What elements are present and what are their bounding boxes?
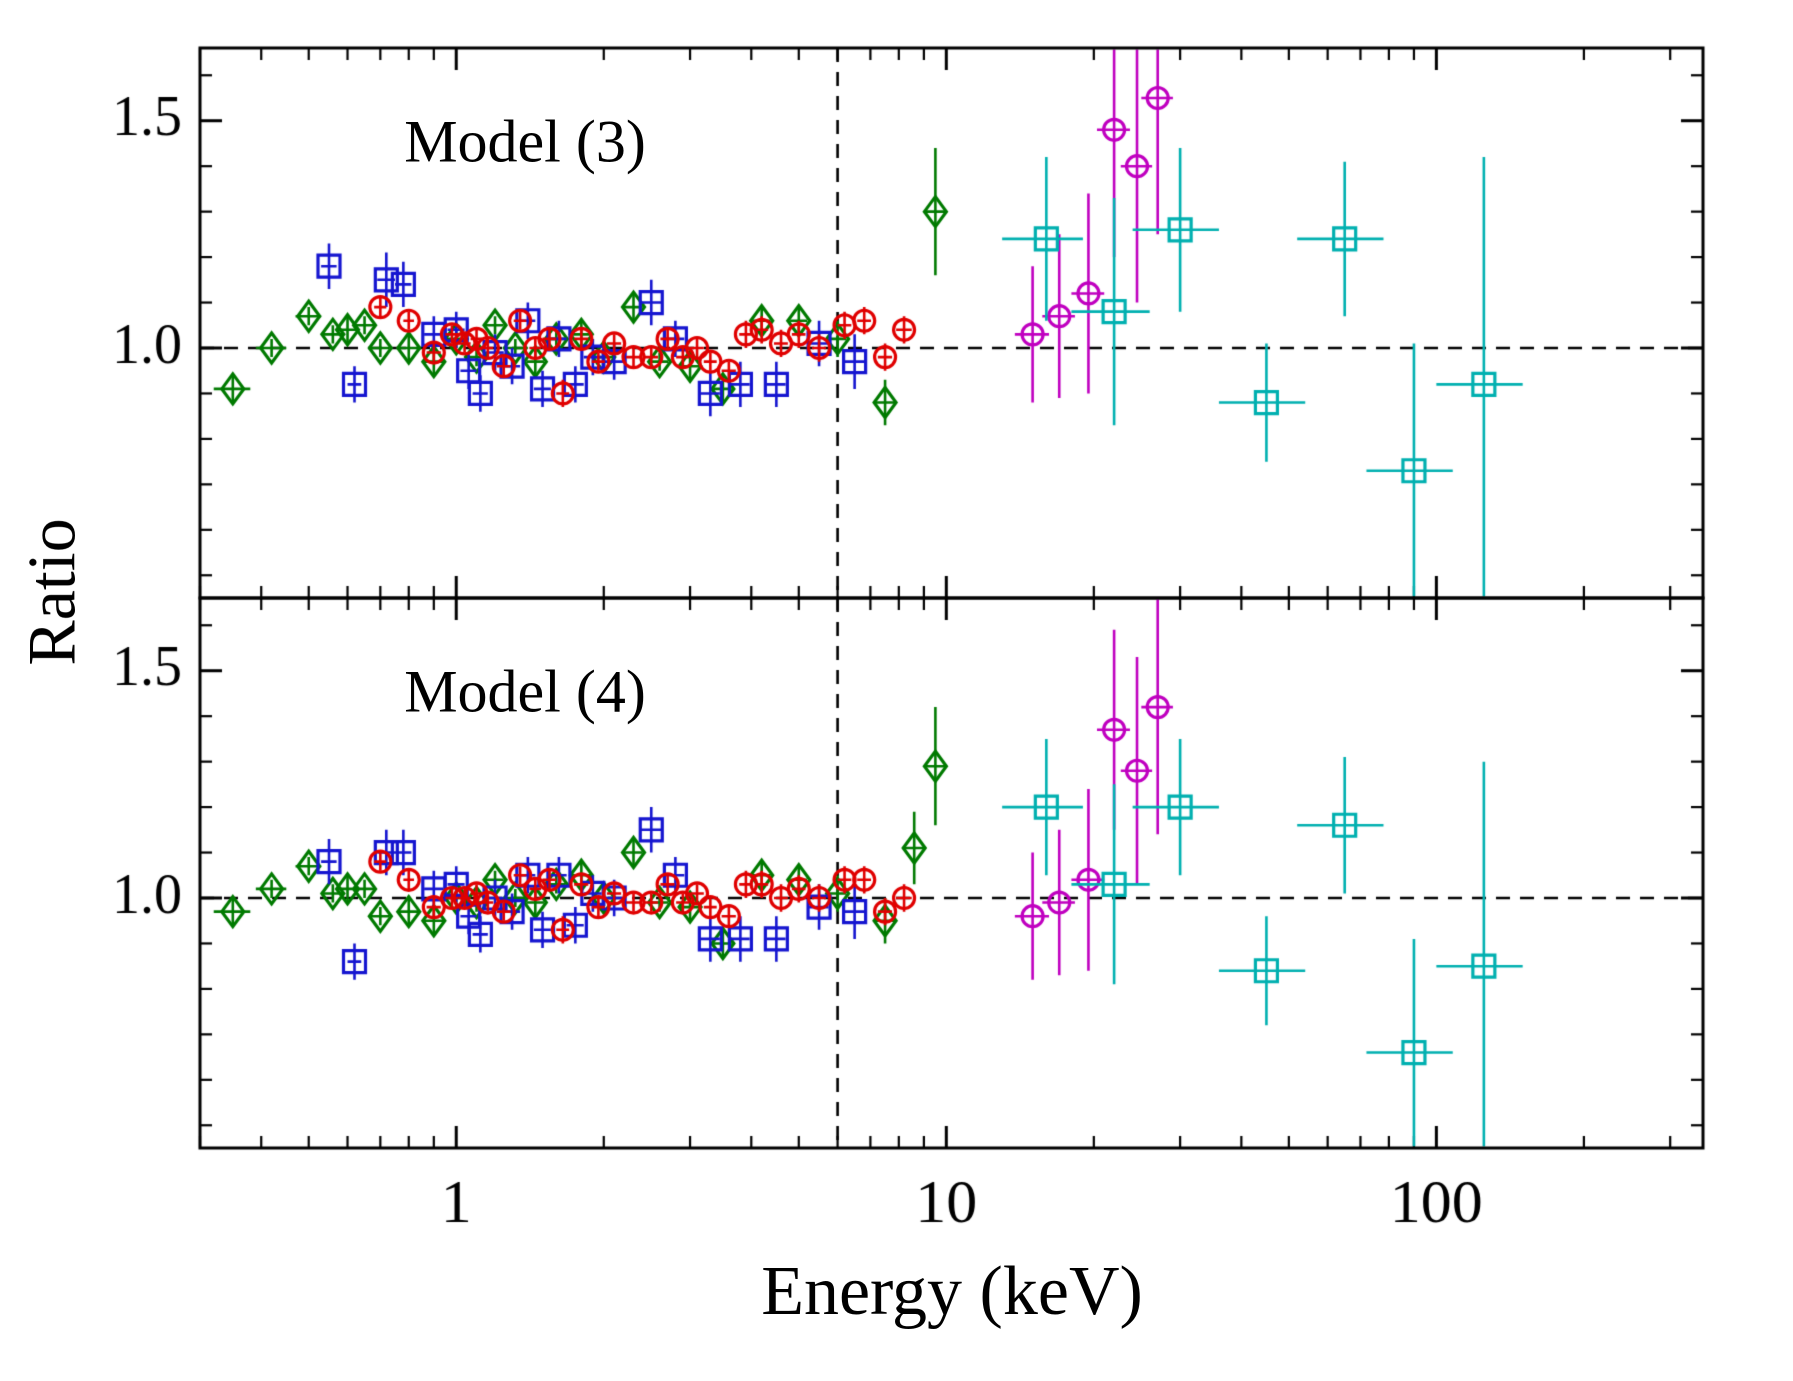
top-panel-label: Model (3)	[404, 108, 646, 175]
x-axis-title: Energy (keV)	[761, 1253, 1143, 1330]
bottom-panel-label: Model (4)	[404, 658, 646, 725]
y-axis-title: Ratio	[13, 518, 90, 666]
